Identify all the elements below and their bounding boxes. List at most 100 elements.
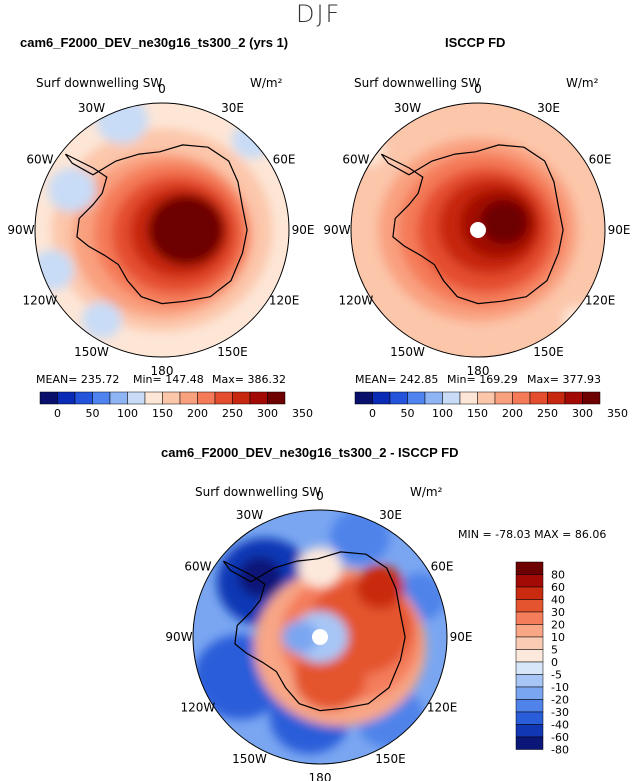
panel1-min: Min= 147.48 [133, 373, 204, 386]
colorbar-swatch [179, 391, 198, 405]
colorbar-swatch [74, 391, 93, 405]
colorbar-swatch [547, 391, 566, 405]
colorbar-swatch [407, 391, 426, 405]
colorbar-tick-label: 300 [257, 407, 278, 420]
colorbar-tick-label: -80 [551, 744, 569, 757]
longitude-label: 30W [236, 508, 263, 522]
colorbar-tick-label: 150 [467, 407, 488, 420]
colorbar-swatch [39, 391, 58, 405]
panel3-title: cam6_F2000_DEV_ne30g16_ts300_2 - ISCCP F… [161, 445, 459, 460]
colorbar-swatch [494, 391, 513, 405]
longitude-label: 150E [533, 345, 564, 359]
longitude-label: 0 [474, 82, 482, 96]
longitude-label: 150W [74, 345, 109, 359]
colorbar-tick-label: 0 [369, 407, 376, 420]
colorbar-swatch [515, 586, 544, 600]
colorbar-tick-label: 50 [401, 407, 415, 420]
panel1-title: cam6_F2000_DEV_ne30g16_ts300_2 (yrs 1) [20, 35, 289, 50]
longitude-label: 30E [379, 508, 402, 522]
colorbar-swatch [57, 391, 76, 405]
colorbar-tick-label: 30 [551, 606, 565, 619]
longitude-label: 30E [221, 101, 244, 115]
coastline [380, 144, 564, 305]
colorbar-tick-label: 0 [54, 407, 61, 420]
panel1-variable-label: Surf downwelling SW [36, 76, 163, 90]
colorbar-swatch [232, 391, 251, 405]
contour-region [480, 199, 528, 245]
longitude-label: 0 [316, 489, 324, 503]
colorbar-tick-label: 100 [432, 407, 453, 420]
contour-region [35, 249, 74, 291]
colorbar-swatch [515, 724, 544, 738]
panel1-max: Max= 386.32 [212, 373, 286, 386]
longitude-label: 120E [585, 294, 616, 308]
colorbar-tick-label: 100 [117, 407, 138, 420]
longitude-label: 180 [309, 771, 332, 781]
polar-map-3: 0 30E 60E 90E 120E 150E 180 150W 120W 90W 60W 30W [165, 489, 472, 781]
panel2-mean: MEAN= 242.85 [355, 373, 439, 386]
panel2-units-label: W/m² [566, 76, 599, 90]
colorbar-swatch [92, 391, 111, 405]
colorbar-tick-label: 20 [551, 619, 565, 632]
colorbar-1: 0 50 100 150 200 250 300 350 [39, 391, 313, 420]
panel3-units-label: W/m² [410, 485, 443, 499]
colorbar-tick-label: 0 [551, 656, 558, 669]
panel2-title: ISCCP FD [445, 35, 506, 50]
longitude-label: 120W [181, 701, 216, 715]
panel1-units-label: W/m² [250, 76, 283, 90]
longitude-label: 30W [78, 101, 105, 115]
colorbar-swatch [515, 699, 544, 713]
longitude-label: 120W [23, 294, 58, 308]
colorbar-tick-label: 200 [187, 407, 208, 420]
colorbar-tick-label: -20 [551, 694, 569, 707]
polar-map-1: 0 30E 60E 90E 120E 150E 180 150W 120W 90W 60W 30W [7, 82, 314, 378]
colorbar-tick-label: 350 [292, 407, 313, 420]
colorbar-tick-label: -10 [551, 681, 569, 694]
longitude-label: 60W [342, 153, 369, 167]
contour-region [282, 620, 318, 654]
longitude-label: 90E [292, 223, 315, 237]
contour-region [148, 195, 224, 265]
colorbar-swatch [372, 391, 391, 405]
longitude-label: 150E [375, 752, 406, 766]
colorbar-swatch [424, 391, 443, 405]
colorbar-swatch [459, 391, 478, 405]
contour-region [562, 305, 594, 335]
colorbar-tick-label: 40 [551, 594, 565, 607]
colorbar-swatch [515, 649, 544, 663]
colorbar-swatch [582, 391, 601, 405]
colorbar-tick-label: 80 [551, 569, 565, 582]
panel3-minmax: MIN = -78.03 MAX = 86.06 [458, 528, 607, 541]
colorbar-swatch [515, 661, 544, 675]
colorbar-swatch [515, 611, 544, 625]
longitude-label: 150W [232, 752, 267, 766]
colorbar-swatch [267, 391, 286, 405]
colorbar-swatch [354, 391, 373, 405]
contour-region [82, 301, 122, 339]
colorbar-swatch [515, 674, 544, 688]
colorbar-tick-label: 60 [551, 581, 565, 594]
colorbar-tick-label: 300 [572, 407, 593, 420]
pole-hole [312, 629, 328, 645]
longitude-label: 60W [184, 560, 211, 574]
colorbar-swatch [515, 561, 544, 575]
longitude-label: 30E [537, 101, 560, 115]
colorbar-swatch [389, 391, 408, 405]
colorbar-tick-label: 250 [222, 407, 243, 420]
coastline [64, 144, 248, 305]
longitude-label: 120W [339, 294, 374, 308]
colorbar-swatch [127, 391, 146, 405]
longitude-label: 150W [390, 345, 425, 359]
longitude-label: 30W [394, 101, 421, 115]
colorbar-tick-label: -40 [551, 719, 569, 732]
panel2-max: Max= 377.93 [527, 373, 601, 386]
colorbar-2: 0 50 100 150 200 250 300 350 [354, 391, 628, 420]
colorbar-tick-label: -5 [551, 669, 562, 682]
colorbar-swatch [197, 391, 216, 405]
colorbar-swatch [109, 391, 128, 405]
map-border [34, 102, 290, 358]
longitude-label: 150E [217, 345, 248, 359]
contour-region [330, 510, 390, 565]
